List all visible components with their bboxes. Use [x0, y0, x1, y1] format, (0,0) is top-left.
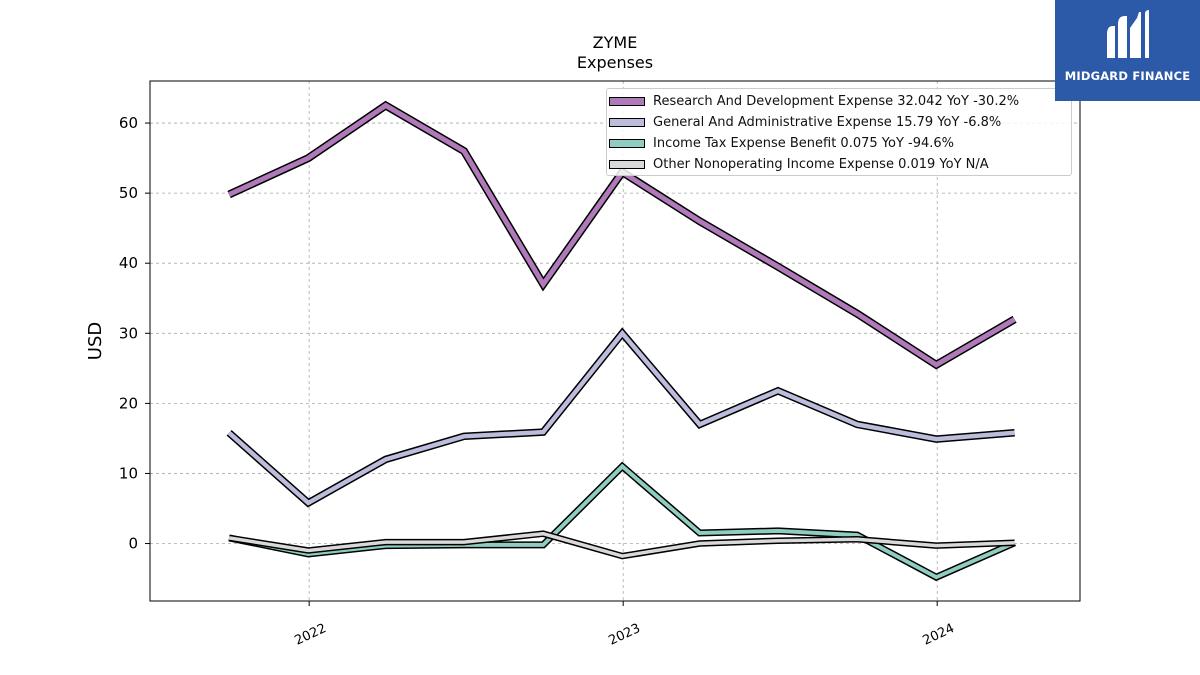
axes: 0 10 20 30 40 50 60 2022 2023 2024	[119, 114, 957, 649]
legend-item-tax: Income Tax Expense Benefit 0.075 YoY -94…	[607, 133, 954, 153]
legend-label-nonop: Other Nonoperating Income Expense 0.019 …	[653, 156, 989, 172]
plot-frame	[149, 80, 1081, 602]
chart-title: ZYME	[593, 33, 638, 52]
legend-item-ga: General And Administrative Expense 15.79…	[607, 112, 1001, 132]
legend-label-rd: Research And Development Expense 32.042 …	[653, 93, 1020, 109]
legend-item-nonop: Other Nonoperating Income Expense 0.019 …	[607, 154, 989, 174]
series-line	[228, 463, 1016, 580]
legend-label-tax: Income Tax Expense Benefit 0.075 YoY -94…	[653, 135, 954, 151]
series-outline	[226, 327, 1015, 508]
brand-logo: MIDGARD FINANCE	[1055, 0, 1200, 101]
y-axis-label: USD	[85, 322, 106, 360]
legend-swatch-nonop	[609, 159, 645, 169]
x-tick-label: 2023	[607, 621, 643, 649]
brand-name: MIDGARD FINANCE	[1064, 69, 1191, 83]
y-tick-label: 30	[119, 324, 138, 342]
y-tick-label: 50	[119, 184, 138, 202]
series-lines	[226, 100, 1017, 582]
midgard-m-logo-icon	[1107, 10, 1149, 58]
chart-legend: Research And Development Expense 32.042 …	[606, 88, 1072, 176]
legend-swatch-rd	[609, 96, 645, 106]
y-tick-label: 10	[119, 464, 138, 482]
y-tick-label: 60	[119, 114, 138, 132]
series-line	[227, 329, 1015, 506]
y-tick-label: 0	[128, 535, 138, 553]
series-line	[228, 531, 1015, 558]
x-tick-label: 2022	[293, 621, 329, 649]
legend-item-rd: Research And Development Expense 32.042 …	[607, 91, 1019, 111]
y-tick-label: 20	[119, 394, 138, 412]
x-tick-label: 2024	[921, 621, 957, 649]
chart-subtitle: Expenses	[577, 53, 653, 72]
legend-swatch-tax	[609, 138, 645, 148]
legend-label-ga: General And Administrative Expense 15.79…	[653, 114, 1002, 130]
legend-swatch-ga	[609, 117, 645, 127]
y-tick-label: 40	[119, 254, 138, 272]
